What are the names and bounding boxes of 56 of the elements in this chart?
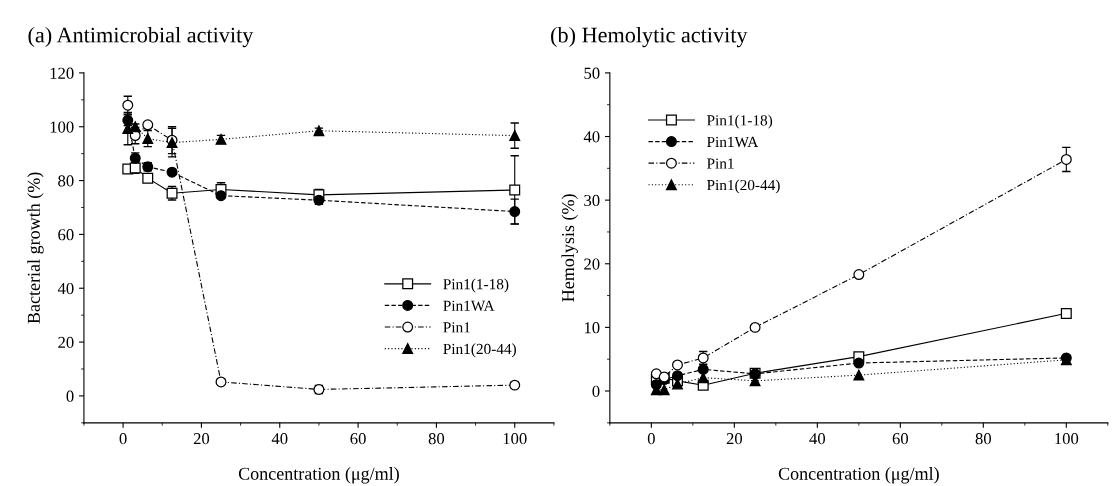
x-tick-label: 20	[726, 433, 743, 445]
point	[853, 369, 865, 381]
point	[1060, 307, 1072, 319]
x-tick-label: 0	[647, 433, 655, 445]
legend-label: Pin1(20-44)	[707, 179, 780, 194]
legend-label: Pin1(20-44)	[443, 343, 516, 358]
y-tick-label: 120	[50, 67, 74, 79]
point	[142, 133, 154, 145]
y-tick-label: 50	[584, 67, 600, 79]
y-tick-label: 20	[584, 258, 600, 270]
y-tick-label: 20	[58, 336, 74, 349]
x-tick-label: 60	[892, 433, 909, 445]
legend-label: Pin1(1-18)	[707, 114, 773, 129]
legend-label: Pin1WA	[707, 136, 759, 148]
x-tick-label: 100	[1055, 433, 1079, 445]
x-axis-title: Concentration (μg/ml)	[778, 467, 939, 484]
x-tick-label: 60	[350, 433, 366, 445]
legend-label: Pin1	[443, 322, 470, 333]
point	[658, 384, 670, 396]
point	[749, 321, 761, 333]
point	[853, 357, 865, 369]
point	[1060, 153, 1072, 165]
chart-title: (b) Hemolytic activity	[551, 26, 748, 48]
point	[672, 359, 683, 371]
legend-label: Pin1(1-18)	[443, 278, 509, 293]
y-tick-label: 40	[583, 131, 600, 143]
y-tick-label: 0	[66, 390, 74, 402]
y-axis-title: Bacterial growth (%)	[27, 172, 44, 324]
x-axis-title: Concentration (μg/ml)	[238, 467, 399, 484]
point	[313, 194, 325, 206]
x-tick-label: 20	[193, 433, 210, 445]
x-tick-label: 80	[428, 433, 445, 445]
y-tick-label: 10	[584, 322, 600, 334]
y-tick-label: 60	[58, 229, 74, 241]
x-tick-label: 40	[809, 433, 826, 445]
chart-title: (a) Antimicrobial activity	[28, 26, 254, 48]
x-tick-label: 100	[503, 433, 527, 445]
point	[142, 172, 154, 184]
point	[672, 370, 683, 382]
x-tick-label: 0	[119, 433, 127, 445]
y-tick-label: 30	[584, 194, 600, 207]
point	[853, 269, 865, 281]
point	[215, 133, 227, 145]
legend-label: Pin1WA	[443, 300, 495, 311]
y-tick-label: 100	[50, 121, 74, 133]
y-tick-label: 80	[58, 175, 74, 187]
legend-label: Pin1	[707, 158, 734, 169]
point	[509, 206, 521, 218]
point	[509, 130, 521, 142]
x-tick-label: 40	[271, 433, 288, 445]
y-axis-title: Hemolysis (%)	[561, 194, 578, 302]
x-tick-label: 80	[975, 433, 992, 445]
point	[215, 190, 227, 202]
y-tick-label: 40	[57, 282, 74, 295]
point	[509, 184, 521, 196]
y-tick-label: 0	[592, 385, 600, 397]
